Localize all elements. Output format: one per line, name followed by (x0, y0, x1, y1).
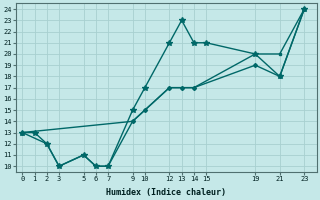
X-axis label: Humidex (Indice chaleur): Humidex (Indice chaleur) (106, 188, 226, 197)
